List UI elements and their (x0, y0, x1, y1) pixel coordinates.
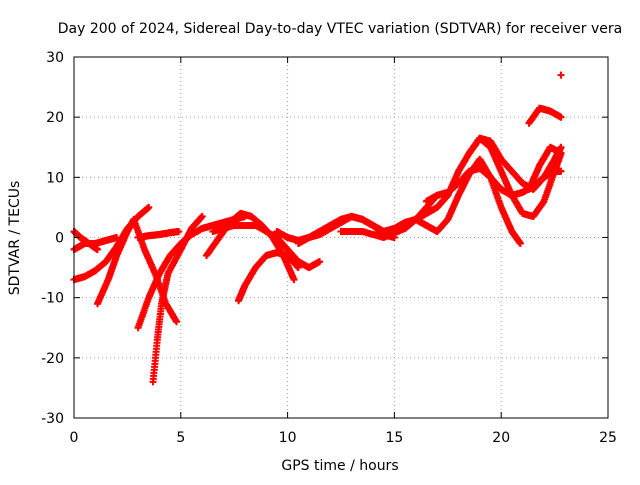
data-point (94, 246, 101, 253)
data-point (173, 318, 180, 326)
y-tick-label: 20 (46, 110, 64, 126)
y-tick-label: -20 (41, 351, 64, 367)
y-tick-label: -10 (41, 291, 64, 307)
data-point (516, 240, 524, 247)
series-arc-15 (412, 155, 524, 247)
series-arc-6 (149, 212, 206, 386)
data-point (198, 212, 206, 220)
x-tick-label: 15 (385, 430, 403, 446)
y-tick-labels: -30 -20 -10 0 10 20 30 (41, 50, 64, 427)
chart-title: Day 200 of 2024, Sidereal Day-to-day VTE… (58, 21, 622, 37)
x-tick-label: 20 (492, 430, 510, 446)
x-tick-label: 10 (279, 430, 297, 446)
y-axis-label: SDTVAR / TECUs (7, 181, 23, 296)
y-tick-label: 0 (55, 231, 64, 247)
data-point (557, 71, 565, 79)
series-arc-9 (235, 249, 302, 305)
data-point (290, 276, 298, 284)
data-point (145, 203, 153, 211)
series-arc-3 (70, 228, 101, 253)
y-tick-label: 10 (46, 170, 64, 186)
x-tick-labels: 0 5 10 15 20 25 (70, 430, 617, 446)
data-point (557, 149, 565, 157)
data-point (175, 228, 183, 235)
series-arc-5 (134, 228, 183, 241)
x-tick-label: 25 (599, 430, 617, 446)
x-axis-label: GPS time / hours (281, 458, 398, 474)
data-point (316, 258, 324, 266)
y-tick-label: -30 (41, 411, 64, 427)
series-arc-10 (209, 222, 324, 272)
x-tick-label: 0 (70, 430, 79, 446)
data-points (70, 71, 565, 386)
series-arc-19 (525, 143, 565, 193)
x-tick-label: 5 (176, 430, 185, 446)
series-arc-12 (294, 212, 420, 247)
series-arc-18 (525, 104, 565, 127)
data-point (557, 167, 565, 175)
axis-ticks (73, 56, 609, 419)
series-outlier (557, 71, 565, 79)
data-point (557, 113, 565, 121)
y-tick-label: 30 (46, 50, 64, 66)
